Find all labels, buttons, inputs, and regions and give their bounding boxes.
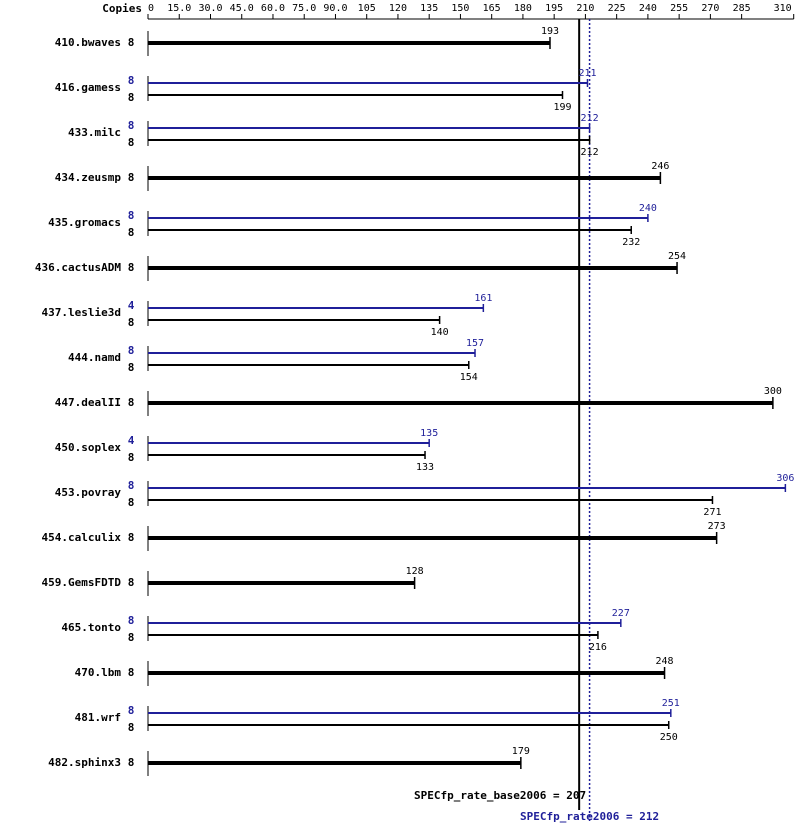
value-label: 251	[662, 698, 680, 709]
copies-label: 8	[128, 361, 135, 374]
copies-label: 8	[128, 226, 135, 239]
value-label: 211	[578, 68, 596, 79]
benchmark-label: 459.GemsFDTD	[42, 576, 122, 589]
benchmark-label: 435.gromacs	[48, 216, 121, 229]
benchmark-label: 470.lbm	[75, 666, 122, 679]
x-tick-label: 15.0	[167, 3, 191, 14]
copies-label: 4	[128, 299, 135, 312]
copies-label: 8	[128, 631, 135, 644]
copies-label: 8	[128, 756, 135, 769]
x-tick-label: 210	[576, 3, 594, 14]
x-tick-label: 135	[420, 3, 438, 14]
copies-label: 8	[128, 721, 135, 734]
value-label: 212	[581, 113, 599, 124]
value-label: 240	[639, 203, 657, 214]
value-label: 212	[581, 147, 599, 158]
copies-label: 8	[128, 576, 135, 589]
benchmark-label: 482.sphinx3	[48, 756, 121, 769]
copies-label: 8	[128, 396, 135, 409]
copies-label: 8	[128, 479, 135, 492]
value-label: 133	[416, 462, 434, 473]
x-tick-label: 165	[483, 3, 501, 14]
benchmark-label: 481.wrf	[75, 711, 121, 724]
x-tick-label: 240	[639, 3, 657, 14]
benchmark-label: 444.namd	[68, 351, 121, 364]
reference-label: SPECfp_rate_base2006 = 207	[414, 789, 586, 802]
copies-label: 8	[128, 666, 135, 679]
copies-label: 4	[128, 434, 135, 447]
value-label: 246	[651, 161, 669, 172]
benchmark-label: 410.bwaves	[55, 36, 121, 49]
value-label: 300	[764, 386, 782, 397]
x-tick-label: 0	[148, 3, 154, 14]
copies-label: 8	[128, 91, 135, 104]
x-tick-label: 255	[670, 3, 688, 14]
value-label: 157	[466, 338, 484, 349]
value-label: 271	[703, 507, 721, 518]
value-label: 154	[460, 372, 478, 383]
value-label: 199	[553, 102, 571, 113]
x-tick-label: 45.0	[230, 3, 254, 14]
copies-label: 8	[128, 119, 135, 132]
benchmark-label: 450.soplex	[55, 441, 122, 454]
copies-label: 8	[128, 261, 135, 274]
x-tick-label: 225	[608, 3, 626, 14]
value-label: 135	[420, 428, 438, 439]
copies-label: 8	[128, 496, 135, 509]
value-label: 250	[660, 732, 678, 743]
value-label: 232	[622, 237, 640, 248]
benchmark-label: 447.dealII	[55, 396, 121, 409]
x-tick-label: 30.0	[198, 3, 222, 14]
benchmark-label: 437.leslie3d	[42, 306, 121, 319]
value-label: 227	[612, 608, 630, 619]
x-tick-label: 285	[733, 3, 751, 14]
x-tick-label: 75.0	[292, 3, 316, 14]
copies-label: 8	[128, 344, 135, 357]
value-label: 254	[668, 251, 686, 262]
x-tick-label: 105	[358, 3, 376, 14]
value-label: 140	[431, 327, 449, 338]
copies-label: 8	[128, 531, 135, 544]
x-tick-label: 60.0	[261, 3, 285, 14]
x-tick-label: 310	[774, 3, 792, 14]
benchmark-label: 465.tonto	[61, 621, 121, 634]
copies-label: 8	[128, 36, 135, 49]
x-tick-label: 180	[514, 3, 532, 14]
x-tick-label: 195	[545, 3, 563, 14]
benchmark-label: 416.gamess	[55, 81, 121, 94]
copies-label: 8	[128, 171, 135, 184]
benchmark-label: 453.povray	[55, 486, 122, 499]
reference-label: SPECfp_rate2006 = 212	[520, 810, 659, 823]
copies-header: Copies	[102, 2, 142, 15]
value-label: 273	[708, 521, 726, 532]
x-tick-label: 120	[389, 3, 407, 14]
copies-label: 8	[128, 451, 135, 464]
benchmark-label: 434.zeusmp	[55, 171, 122, 184]
benchmark-label: 433.milc	[68, 126, 121, 139]
benchmark-label: 454.calculix	[42, 531, 122, 544]
copies-label: 8	[128, 209, 135, 222]
x-tick-label: 270	[701, 3, 719, 14]
value-label: 306	[776, 473, 794, 484]
copies-label: 8	[128, 136, 135, 149]
x-tick-label: 90.0	[323, 3, 347, 14]
value-label: 179	[512, 746, 530, 757]
copies-label: 8	[128, 704, 135, 717]
value-label: 128	[406, 566, 424, 577]
value-label: 161	[474, 293, 492, 304]
copies-label: 8	[128, 74, 135, 87]
copies-label: 8	[128, 316, 135, 329]
value-label: 216	[589, 642, 607, 653]
value-label: 193	[541, 26, 559, 37]
copies-label: 8	[128, 614, 135, 627]
benchmark-label: 436.cactusADM	[35, 261, 121, 274]
x-tick-label: 150	[451, 3, 469, 14]
value-label: 248	[656, 656, 674, 667]
